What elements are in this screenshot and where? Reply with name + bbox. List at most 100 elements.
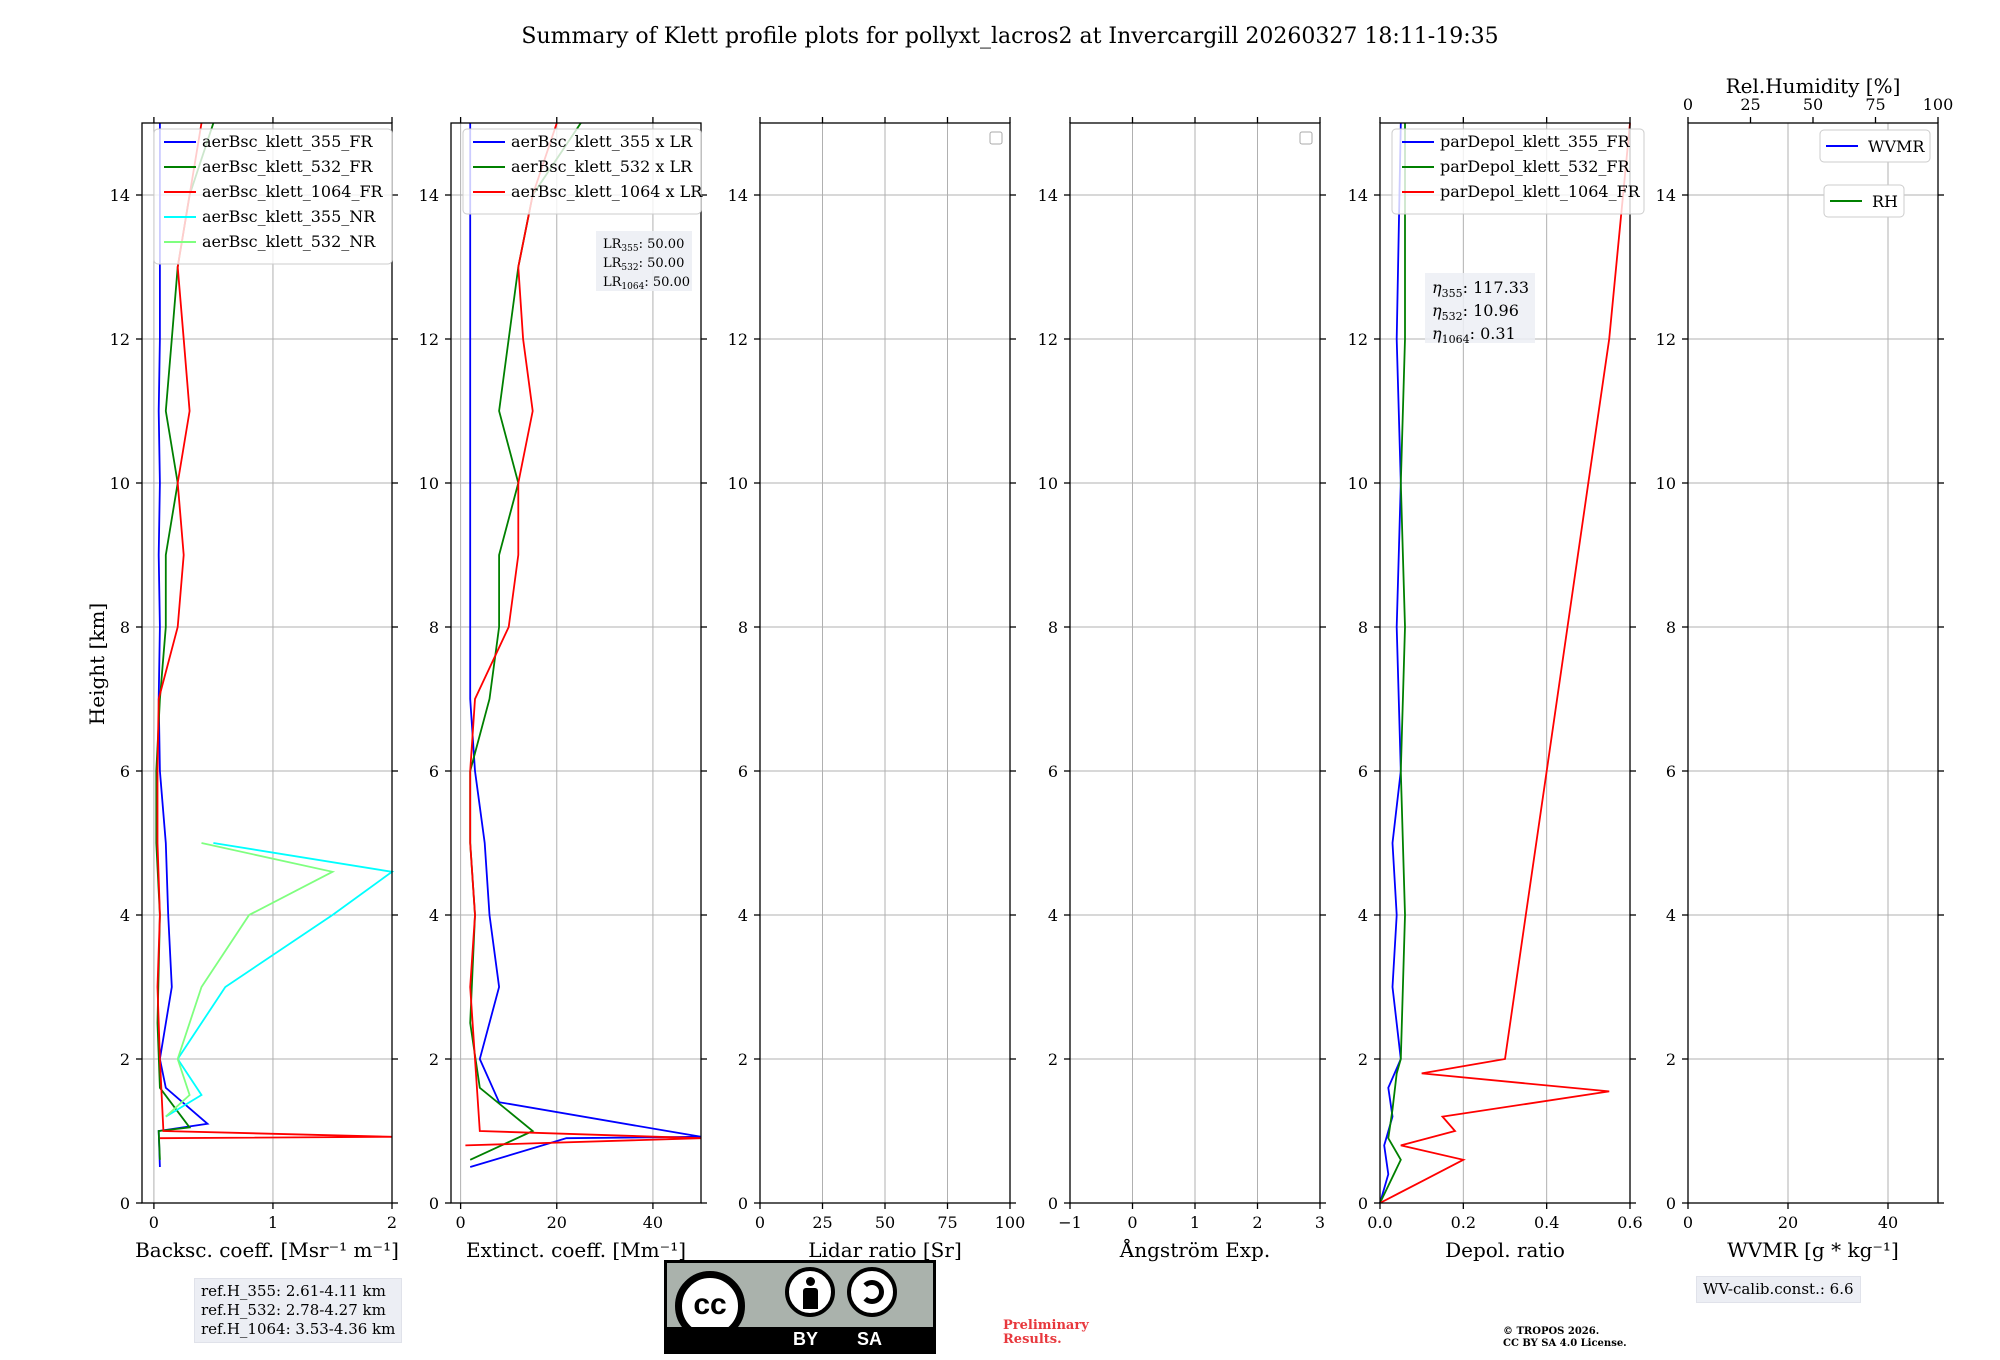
legend-label: aerBsc_klett_1064 x LR (511, 182, 703, 201)
y-tick-label: 0 (120, 1194, 130, 1213)
copyright-note: © TROPOS 2026. CC BY SA 4.0 License. (1503, 1326, 1627, 1350)
x-tick-label: 25 (812, 1213, 832, 1232)
y-tick-label: 10 (110, 474, 130, 493)
y-tick-label: 10 (419, 474, 439, 493)
y-tick-label: 8 (1666, 618, 1676, 637)
top-x-tick-label: 0 (1683, 95, 1693, 114)
y-tick-label: 14 (728, 186, 748, 205)
copyright-line-2: CC BY SA 4.0 License. (1503, 1338, 1627, 1349)
y-tick-label: 2 (1048, 1050, 1058, 1069)
y-tick-label: 2 (1666, 1050, 1676, 1069)
series-parDepol_klett_355_FR (1379, 122, 1402, 1204)
x-tick-label: 40 (1878, 1213, 1898, 1232)
legend-label: aerBsc_klett_355_NR (202, 207, 376, 226)
figure-title: Summary of Klett profile plots for polly… (521, 24, 1498, 49)
y-tick-label: 8 (1358, 618, 1368, 637)
x-tick-label: 2 (387, 1213, 397, 1232)
eta-line: η532: 10.96 (1432, 301, 1519, 323)
eta-line: η1064: 0.31 (1432, 324, 1516, 346)
y-tick-label: 12 (728, 330, 748, 349)
y-tick-label: 8 (738, 618, 748, 637)
wv-calib-text: WV-calib.const.: 6.6 (1703, 1280, 1854, 1298)
preliminary-line-2: Results. (1003, 1332, 1062, 1347)
x-tick-label: 0.6 (1617, 1213, 1642, 1232)
ref-h-355: ref.H_355: 2.61-4.11 km (201, 1282, 386, 1300)
series-aerBsc_klett_355_NR (165, 842, 395, 1118)
x-tick-label: 0 (1127, 1213, 1137, 1232)
y-tick-label: 6 (1358, 762, 1368, 781)
x-tick-label: 0.2 (1451, 1213, 1476, 1232)
lr-box (596, 231, 692, 291)
y-tick-label: 6 (120, 762, 130, 781)
y-tick-label: 4 (429, 906, 439, 925)
x-tick-label: 50 (875, 1213, 895, 1232)
empty-legend-box (989, 131, 1003, 145)
y-tick-label: 4 (1048, 906, 1058, 925)
eta-box (1425, 273, 1535, 343)
x-tick-label: 2 (1252, 1213, 1262, 1232)
height-axis-label: Height [km] (85, 603, 109, 725)
series-aerBsc_klett_532 x LR (469, 122, 582, 1161)
x-tick-label: −1 (1058, 1213, 1082, 1232)
legend-label: parDepol_klett_532_FR (1440, 157, 1631, 176)
y-tick-label: 14 (1656, 186, 1676, 205)
series-aerBsc_klett_1064_FR (156, 122, 393, 1140)
top-x-tick-label: 25 (1740, 95, 1760, 114)
x-axis-label: Extinct. coeff. [Mm⁻¹] (466, 1238, 686, 1262)
series-aerBsc_klett_532_FR (155, 122, 215, 1160)
y-tick-label: 0 (738, 1194, 748, 1213)
y-tick-label: 0 (1048, 1194, 1058, 1213)
y-tick-label: 8 (429, 618, 439, 637)
plot-frame (1687, 122, 1939, 1204)
y-tick-label: 8 (1048, 618, 1058, 637)
y-tick-label: 12 (1348, 330, 1368, 349)
legend-box (462, 128, 702, 215)
legend-box (1819, 129, 1931, 163)
x-tick-label: 1 (1190, 1213, 1200, 1232)
y-tick-label: 6 (429, 762, 439, 781)
lr-line: LR1064: 50.00 (603, 275, 690, 292)
preliminary-results: Preliminary Results. (1003, 1319, 1089, 1347)
series-parDepol_klett_532_FR (1379, 123, 1406, 1204)
lr-line: LR532: 50.00 (603, 256, 684, 273)
y-tick-label: 14 (1348, 186, 1368, 205)
legend-label: aerBsc_klett_532_NR (202, 232, 376, 251)
x-axis-label: Depol. ratio (1445, 1238, 1565, 1262)
ref-h-1064: ref.H_1064: 3.53-4.36 km (201, 1320, 396, 1338)
top-x-tick-label: 50 (1803, 95, 1823, 114)
cc-bottom-bar (667, 1327, 933, 1351)
legend-box (1823, 184, 1905, 218)
x-tick-label: 20 (1778, 1213, 1798, 1232)
x-tick-label: 20 (547, 1213, 567, 1232)
x-tick-label: 0 (755, 1213, 765, 1232)
plot-frame (141, 122, 393, 1204)
panel-extinction: 0 2 4 6 8 10 12 14 0 20 40 Extinct. coeff. [Mm⁻¹] ae… (419, 117, 707, 1262)
y-tick-label: 6 (738, 762, 748, 781)
y-tick-label: 4 (738, 906, 748, 925)
legend-box (153, 128, 393, 265)
top-x-tick-label: 75 (1865, 95, 1885, 114)
y-tick-label: 4 (1358, 906, 1368, 925)
y-tick-label: 0 (1666, 1194, 1676, 1213)
y-tick-label: 4 (1666, 906, 1676, 925)
plot-frame (1379, 122, 1631, 1204)
legend-label: parDepol_klett_355_FR (1440, 132, 1631, 151)
legend-label: aerBsc_klett_532 x LR (511, 157, 693, 176)
y-tick-label: 14 (110, 186, 130, 205)
y-tick-label: 6 (1666, 762, 1676, 781)
y-tick-label: 4 (120, 906, 130, 925)
x-axis-label: Backsc. coeff. [Msr⁻¹ m⁻¹] (135, 1238, 399, 1262)
cc-license-badge[interactable]: cc BY SA (664, 1260, 936, 1354)
y-tick-label: 6 (1048, 762, 1058, 781)
y-tick-label: 0 (429, 1194, 439, 1213)
y-tick-label: 8 (120, 618, 130, 637)
y-tick-label: 12 (1656, 330, 1676, 349)
x-tick-label: 3 (1315, 1213, 1325, 1232)
legend-label: parDepol_klett_1064_FR (1440, 182, 1641, 201)
legend-label: aerBsc_klett_1064_FR (202, 182, 384, 201)
y-tick-label: 0 (1358, 1194, 1368, 1213)
y-tick-label: 2 (429, 1050, 439, 1069)
